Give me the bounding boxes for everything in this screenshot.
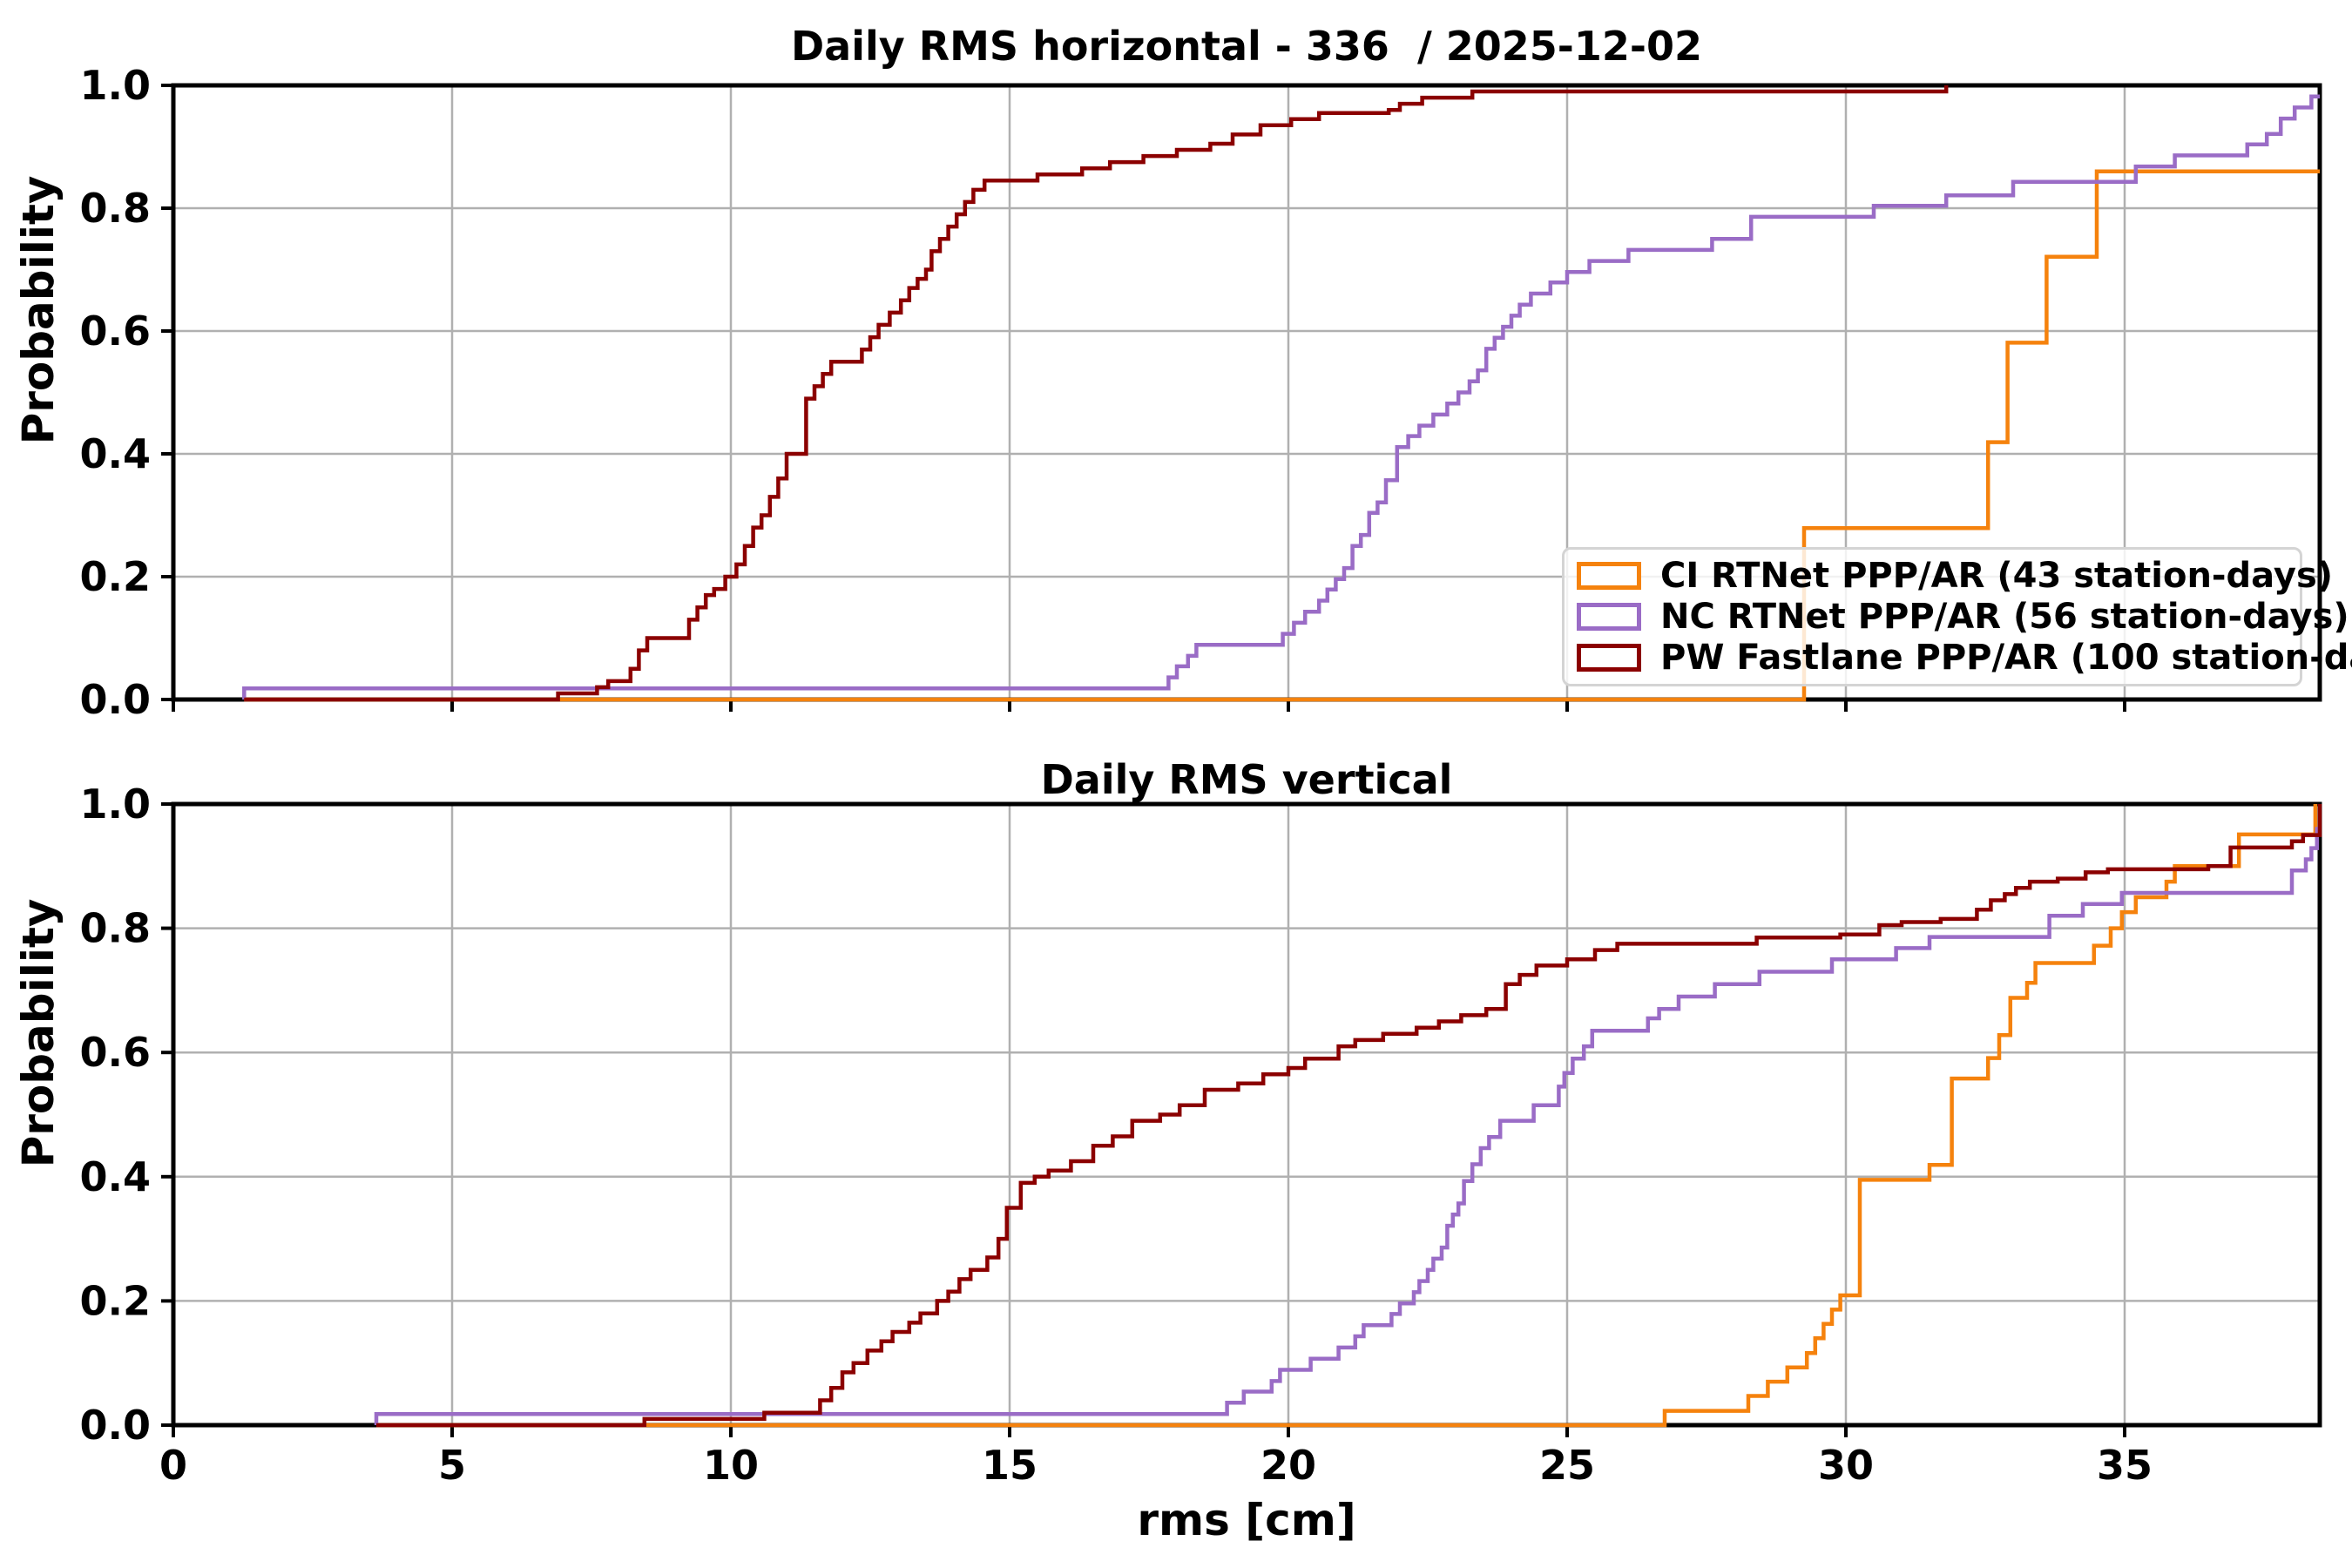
series-line-pw-vertical: [376, 804, 2322, 1428]
x-tick-label: 15: [982, 1442, 1037, 1489]
y-tick-label: 0.0: [80, 676, 152, 723]
x-tick-label: 30: [1818, 1442, 1874, 1489]
y-tick-label: 0.0: [80, 1402, 152, 1449]
y-tick-label: 0.8: [80, 185, 152, 232]
x-tick-label: 35: [2097, 1442, 2153, 1489]
top-y-axis-label: Probability: [13, 175, 64, 445]
x-tick-label: 20: [1260, 1442, 1316, 1489]
axes-spines: [171, 801, 2322, 1428]
legend: CI RTNet PPP/AR (43 station-days) NC RTN…: [1562, 547, 2352, 686]
legend-label-pw: PW Fastlane PPP/AR (100 station-days): [1660, 638, 2352, 679]
series-line-nc-horizontal: [242, 94, 2320, 700]
legend-entry-nc: NC RTNet PPP/AR (56 station-days): [1577, 596, 2349, 637]
subplot-vertical: 0 5 10 15 20 25 30 35 0.0 0.2 0.4 0.6 0.8 1.0: [80, 781, 2322, 1489]
curves: [374, 804, 2322, 1428]
legend-entry-pw: PW Fastlane PPP/AR (100 station-days): [1577, 638, 2352, 679]
x-tick-label: 25: [1539, 1442, 1595, 1489]
legend-label-nc: NC RTNet PPP/AR (56 station-days): [1660, 596, 2349, 637]
y-tick-label: 1.0: [80, 781, 152, 828]
series-line-pw-horizontal: [244, 85, 1949, 702]
series-line-ci-vertical: [376, 804, 2318, 1428]
bottom-y-axis-label: Probability: [13, 898, 64, 1168]
series-line-nc-vertical: [374, 827, 2320, 1425]
y-tick-label: 0.6: [80, 308, 152, 355]
top-chart-title: Daily RMS horizontal - 336 / 2025-12-02: [790, 23, 1703, 70]
bottom-chart-title: Daily RMS vertical: [1040, 756, 1453, 803]
y-tick-label: 0.4: [80, 430, 152, 477]
y-tick-label: 0.8: [80, 905, 152, 952]
legend-swatch-nc-icon: [1577, 602, 1641, 631]
legend-label-ci: CI RTNet PPP/AR (43 station-days): [1660, 555, 2334, 596]
x-tick-label: 5: [438, 1442, 466, 1489]
legend-swatch-pw-icon: [1577, 644, 1641, 672]
y-tick-label: 0.2: [80, 1277, 152, 1324]
y-tick-label: 0.2: [80, 553, 152, 600]
legend-swatch-ci-icon: [1577, 561, 1641, 590]
subplot-horizontal: 0.0 0.2 0.4 0.6 0.8 1.0: [80, 62, 2322, 723]
x-tick-label: 0: [159, 1442, 187, 1489]
legend-entry-ci: CI RTNet PPP/AR (43 station-days): [1577, 555, 2333, 596]
x-axis-label: rms [cm]: [1137, 1495, 1356, 1545]
y-tick-label: 0.4: [80, 1153, 152, 1200]
y-tick-label: 1.0: [80, 62, 152, 109]
y-tick-label: 0.6: [80, 1029, 152, 1076]
x-tick-label: 10: [703, 1442, 759, 1489]
